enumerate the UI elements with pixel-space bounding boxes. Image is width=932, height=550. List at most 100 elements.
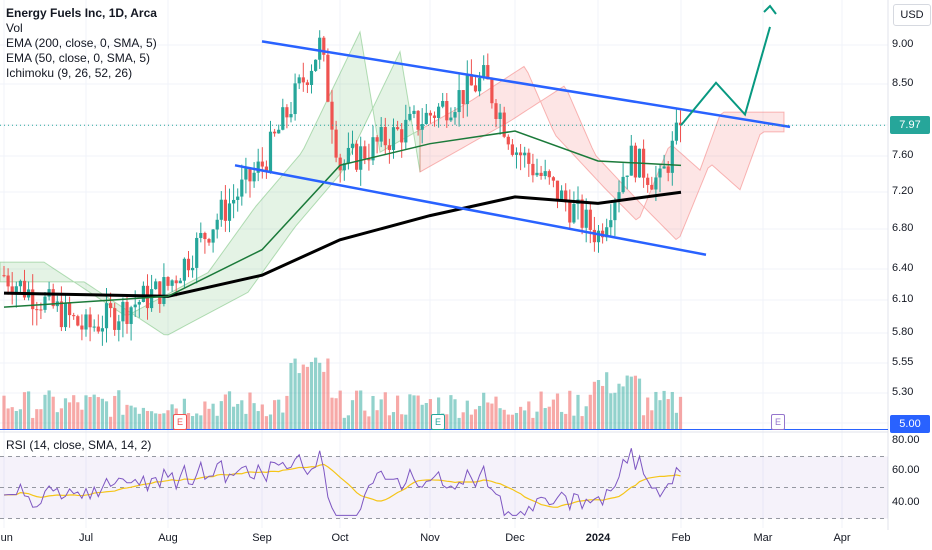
- volume-bar-52: [215, 415, 219, 430]
- time-tick-sep: Sep: [252, 532, 272, 544]
- candle-body-3: [14, 286, 18, 295]
- candle-body-23: [96, 326, 100, 332]
- candle-158: [650, 176, 654, 190]
- candle-body-33: [137, 301, 141, 305]
- volume-bar-118: [486, 402, 490, 430]
- projection-arrowhead: [763, 4, 777, 15]
- candle-33: [137, 299, 141, 318]
- chart-legend: Energy Fuels Inc, 1D, Arca Vol EMA (200,…: [6, 6, 157, 81]
- volume-bar-100: [412, 395, 416, 430]
- volume-bar-98: [404, 414, 408, 430]
- candle-body-129: [531, 163, 535, 176]
- earnings-marker-mar[interactable]: E: [771, 414, 785, 430]
- volume-bar-21: [88, 396, 92, 430]
- candle-109: [449, 107, 453, 122]
- candle-body-12: [51, 289, 55, 307]
- symbol-title[interactable]: Energy Fuels Inc, 1D, Arca: [6, 6, 157, 20]
- time-tick-dec: Dec: [505, 532, 525, 544]
- legend-ema50[interactable]: EMA (50, close, 0, SMA, 5): [6, 51, 151, 65]
- volume-bar-8: [35, 409, 39, 430]
- candle-body-144: [592, 229, 596, 243]
- volume-bar-158: [650, 410, 654, 430]
- candle-113: [465, 60, 469, 117]
- candle-11: [47, 281, 51, 301]
- volume-bar-155: [637, 378, 642, 430]
- legend-rsi[interactable]: RSI (14, close, SMA, 14, 2): [6, 438, 152, 452]
- candle-body-25: [104, 303, 109, 329]
- volume-bar-45: [186, 413, 191, 430]
- candlesticks: [2, 30, 683, 346]
- candle-body-42: [174, 280, 178, 284]
- time-tick-jun: Jun: [0, 532, 13, 544]
- volume-bar-31: [129, 405, 133, 430]
- candle-27: [113, 302, 117, 336]
- candle-160: [658, 163, 662, 193]
- volume-bar-156: [642, 415, 646, 430]
- candle-body-49: [203, 232, 207, 240]
- candle-66: [273, 128, 277, 137]
- volume-bar-23: [96, 397, 100, 430]
- candle-body-161: [662, 166, 666, 169]
- legend-ema200[interactable]: EMA (200, close, 0, SMA, 5): [6, 36, 157, 50]
- candle-body-28: [117, 321, 121, 330]
- candle-50: [207, 237, 211, 246]
- candle-96: [396, 120, 400, 131]
- candle-body-21: [88, 314, 92, 328]
- candle-body-104: [428, 112, 432, 116]
- cloud-green: [0, 30, 421, 336]
- currency-button[interactable]: USD: [893, 4, 931, 26]
- candle-41: [170, 279, 174, 292]
- volume-bar-153: [629, 376, 633, 430]
- candle-body-82: [338, 157, 342, 171]
- candle-body-10: [43, 296, 47, 310]
- legend-ichimoku[interactable]: Ichimoku (9, 26, 52, 26): [6, 66, 133, 80]
- candle-146: [601, 223, 605, 244]
- volume-bar-56: [232, 406, 236, 430]
- volume-bar-59: [244, 413, 248, 430]
- candle-body-70: [289, 114, 293, 118]
- candle-body-58: [240, 179, 244, 197]
- candle-15: [63, 295, 68, 332]
- candle-body-72: [297, 77, 301, 84]
- candle-body-55: [227, 203, 232, 221]
- earnings-marker-nov[interactable]: E: [431, 414, 445, 430]
- candle-90: [371, 125, 375, 165]
- candle-28: [117, 314, 121, 342]
- volume-bar-151: [621, 386, 625, 430]
- volume-bar-14: [59, 408, 63, 430]
- candle-17: [72, 312, 76, 320]
- candle-body-133: [547, 171, 551, 178]
- last-price-label: 7.97: [890, 116, 930, 134]
- earnings-marker-aug[interactable]: E: [173, 414, 187, 430]
- volume-bar-108: [445, 414, 449, 430]
- candle-body-84: [346, 147, 350, 164]
- volume-bar-46: [191, 416, 195, 430]
- candle-body-71: [293, 83, 297, 115]
- volume-bar-76: [314, 357, 318, 430]
- time-tick-oct: Oct: [331, 532, 349, 544]
- candle-body-98: [404, 119, 408, 143]
- volume-bar-85: [350, 400, 355, 430]
- candle-body-31: [129, 307, 133, 324]
- candle-body-153: [629, 145, 633, 176]
- candle-body-57: [236, 196, 240, 200]
- candle-73: [301, 62, 305, 92]
- volume-bar-47: [195, 413, 199, 430]
- time-tick-feb: Feb: [671, 532, 691, 544]
- time-tick-apr: Apr: [833, 532, 851, 544]
- volume-bar-101: [416, 395, 420, 430]
- price-tick-5: 6.80: [892, 222, 914, 234]
- candle-body-127: [523, 152, 527, 156]
- volume-bar-154: [633, 375, 637, 430]
- legend-vol[interactable]: Vol: [6, 21, 23, 35]
- volume-bar-110: [453, 399, 457, 430]
- volume-bar-1: [6, 408, 10, 430]
- candle-85: [350, 130, 355, 155]
- candle-60: [248, 166, 252, 198]
- candle-body-162: [666, 166, 670, 173]
- volume-bar-103: [424, 403, 428, 430]
- candle-112: [461, 90, 465, 119]
- candle-100: [412, 105, 416, 119]
- volume-bar-57: [236, 403, 240, 430]
